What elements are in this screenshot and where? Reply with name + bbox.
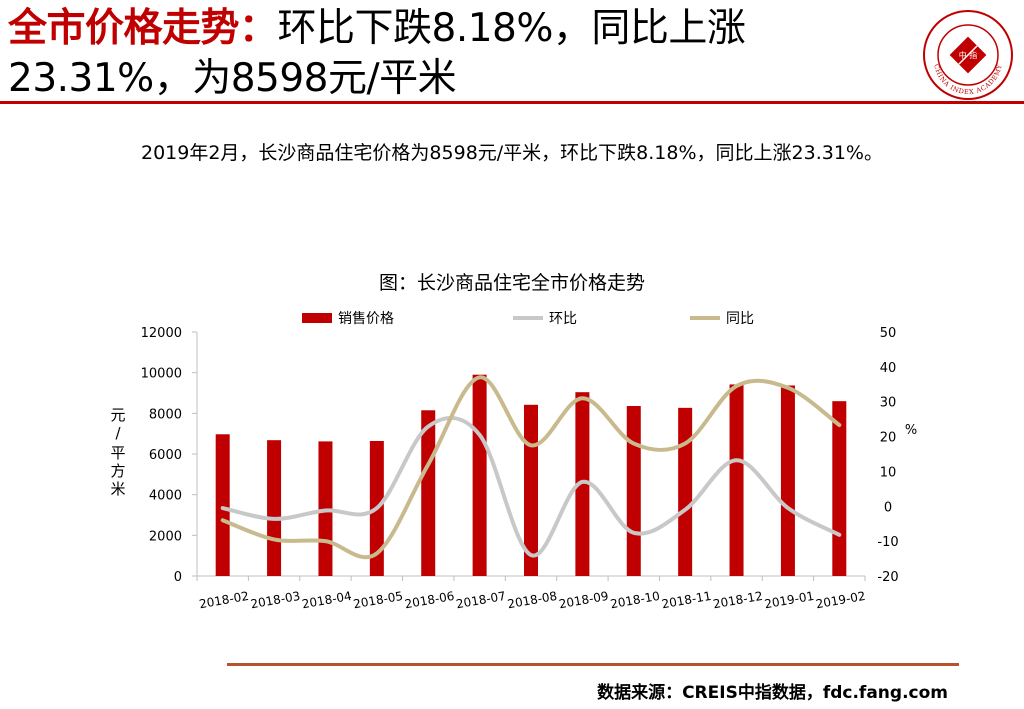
left-axis-label-char: / <box>115 424 121 442</box>
x-tick-label: 2018-03 <box>249 589 301 611</box>
legend-label: 同比 <box>726 311 754 327</box>
bar-sales-price <box>472 374 487 576</box>
left-tick-label: 10000 <box>141 367 182 382</box>
x-tick-label: 2018-09 <box>558 589 610 611</box>
left-tick-label: 12000 <box>141 326 182 341</box>
bar-sales-price <box>215 434 230 576</box>
left-axis-label-char: 元 <box>110 406 125 424</box>
x-tick-label: 2018-02 <box>198 589 250 611</box>
chart-title: 图：长沙商品住宅全市价格走势 <box>378 272 645 294</box>
data-source: 数据来源：CREIS中指数据，fdc.fang.com <box>597 683 948 703</box>
line-mom-change <box>220 415 842 558</box>
x-tick-label: 2018-11 <box>661 589 713 611</box>
left-axis-label-char: 平 <box>110 444 125 462</box>
left-tick-label: 6000 <box>149 448 182 463</box>
x-tick-label: 2019-01 <box>763 589 815 611</box>
legend-swatch-bar <box>302 313 332 323</box>
x-tick-label: 2018-05 <box>352 589 404 611</box>
logo-center-text: 中 指 <box>959 50 978 60</box>
left-tick-label: 8000 <box>149 407 182 422</box>
right-axis-label: % <box>905 423 917 438</box>
bar-sales-price <box>267 440 282 576</box>
right-tick-label: 40 <box>880 361 897 376</box>
line-yoy-change <box>220 375 842 560</box>
china-index-academy-logo: 中 指 CHINA INDEX ACADEMY <box>923 10 1013 100</box>
left-tick-label: 0 <box>174 570 182 585</box>
x-tick-label: 2018-08 <box>506 589 558 611</box>
bar-sales-price <box>678 407 693 576</box>
left-axis-label-char: 米 <box>110 480 125 498</box>
left-tick-label: 2000 <box>149 529 182 544</box>
bar-sales-price <box>832 401 847 576</box>
bar-sales-price <box>780 385 795 576</box>
left-tick-label: 4000 <box>149 489 182 504</box>
legend-label: 销售价格 <box>338 311 394 327</box>
legend-label: 环比 <box>549 311 577 327</box>
title-divider <box>0 101 1024 104</box>
x-tick-label: 2018-06 <box>404 589 456 611</box>
x-tick-label: 2018-04 <box>301 589 353 611</box>
left-axis-label-char: 方 <box>110 462 125 480</box>
x-tick-label: 2018-07 <box>455 589 507 611</box>
title-rest: 环比下跌8.18%，同比上涨23.31%，为8598元/平米 <box>8 6 746 101</box>
bar-sales-price <box>575 392 590 576</box>
right-tick-label: 30 <box>880 396 897 411</box>
right-tick-label: 50 <box>880 326 897 341</box>
bar-sales-price <box>729 384 744 576</box>
right-tick-label: -10 <box>877 535 898 550</box>
right-tick-label: 0 <box>884 500 892 515</box>
page-title: 全市价格走势：环比下跌8.18%，同比上涨23.31%，为8598元/平米 <box>8 4 908 104</box>
footer-divider <box>227 663 959 666</box>
x-tick-label: 2018-12 <box>712 589 764 611</box>
x-tick-label: 2019-02 <box>815 589 867 611</box>
bar-sales-price <box>626 406 641 576</box>
right-tick-label: 20 <box>880 431 897 446</box>
title-highlight: 全市价格走势： <box>8 6 278 51</box>
right-tick-label: 10 <box>880 465 897 480</box>
right-tick-label: -20 <box>877 570 898 585</box>
bar-sales-price <box>524 404 538 576</box>
summary-text: 2019年2月，长沙商品住宅价格为8598元/平米，环比下跌8.18%，同比上涨… <box>140 142 883 164</box>
bar-sales-price <box>421 410 436 576</box>
x-tick-label: 2018-10 <box>609 589 661 611</box>
